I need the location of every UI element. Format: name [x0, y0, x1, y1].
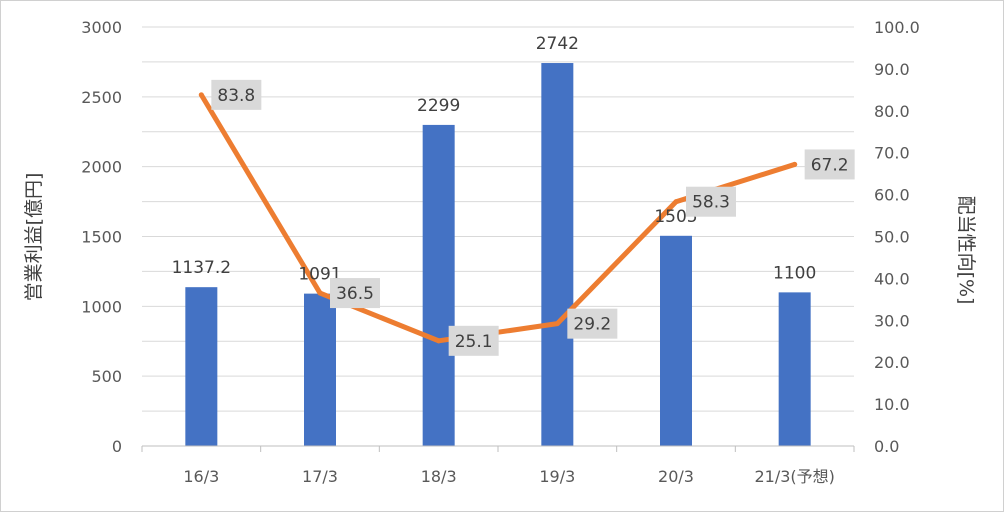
category-tick-label: 21/3(予想) [754, 467, 834, 486]
line-data-label-box [448, 325, 499, 356]
left-tick-label: 0 [112, 437, 122, 456]
right-tick-label: 50.0 [874, 228, 910, 247]
bar [660, 235, 692, 446]
line-point [317, 290, 323, 296]
bar [541, 63, 574, 447]
right-tick-label: 100.0 [874, 18, 920, 37]
line-data-label-box [211, 79, 262, 110]
left-tick-label: 3000 [81, 18, 122, 37]
category-tick-label: 18/3 [421, 467, 457, 486]
bar-data-label: 2299 [417, 96, 460, 116]
bar [778, 292, 811, 446]
category-tick-label: 16/3 [183, 467, 219, 486]
left-tick-label: 2500 [81, 88, 122, 107]
bar [422, 124, 455, 446]
line-data-label: 83.8 [217, 86, 255, 106]
line-data-label: 36.5 [336, 284, 374, 304]
right-tick-label: 80.0 [874, 102, 910, 121]
left-axis-ticks: 0 500 1000 1500 2000 2500 3000 [81, 18, 122, 456]
bar-data-label: 1137.2 [172, 258, 231, 278]
left-axis-title: 営業利益[億円] [23, 173, 45, 302]
line-data-label: 29.2 [573, 315, 611, 335]
line-point [198, 92, 204, 98]
right-axis-title: 配当性向[%] [955, 196, 977, 305]
right-tick-label: 90.0 [874, 60, 910, 79]
gridlines [142, 26, 854, 412]
line-point [436, 338, 442, 344]
category-axis-ticks: 16/3 17/3 18/3 19/3 20/3 21/3(予想) [141, 446, 855, 486]
line-data-label: 58.3 [692, 193, 730, 213]
category-tick-label: 19/3 [539, 467, 575, 486]
bar [304, 293, 336, 446]
line-point [554, 321, 560, 327]
line-data-label-box [686, 186, 736, 217]
bar-series [185, 63, 811, 447]
line-data-label: 25.1 [455, 332, 493, 352]
bar-data-label: 2742 [536, 34, 579, 54]
line-point [792, 161, 798, 167]
left-tick-label: 1000 [81, 297, 122, 316]
line-series [198, 92, 798, 344]
left-tick-label: 2000 [81, 158, 122, 177]
left-tick-label: 1500 [81, 228, 122, 247]
category-tick-label: 17/3 [302, 467, 338, 486]
right-tick-label: 20.0 [874, 353, 910, 372]
line-data-label: 67.2 [811, 155, 849, 175]
line-data-label-box [567, 308, 618, 339]
bar-data-label: 1100 [773, 263, 816, 283]
right-tick-label: 70.0 [874, 144, 910, 163]
line-data-label-box [804, 149, 855, 180]
right-tick-label: 10.0 [874, 395, 910, 414]
right-tick-label: 30.0 [874, 311, 910, 330]
right-tick-label: 40.0 [874, 269, 910, 288]
left-tick-label: 500 [91, 367, 122, 386]
category-tick-label: 20/3 [658, 467, 694, 486]
bar [185, 287, 218, 446]
right-axis-ticks: 0.0 10.0 20.0 30.0 40.0 50.0 60.0 70.0 80.0 90.0 1… [874, 18, 920, 456]
line-data-labels: 83.8 36.5 25.1 29.2 58.3 67.2 [211, 79, 855, 356]
line-point [673, 199, 679, 205]
right-tick-label: 0.0 [874, 437, 899, 456]
right-tick-label: 60.0 [874, 186, 910, 205]
line-data-label-box [330, 278, 380, 309]
